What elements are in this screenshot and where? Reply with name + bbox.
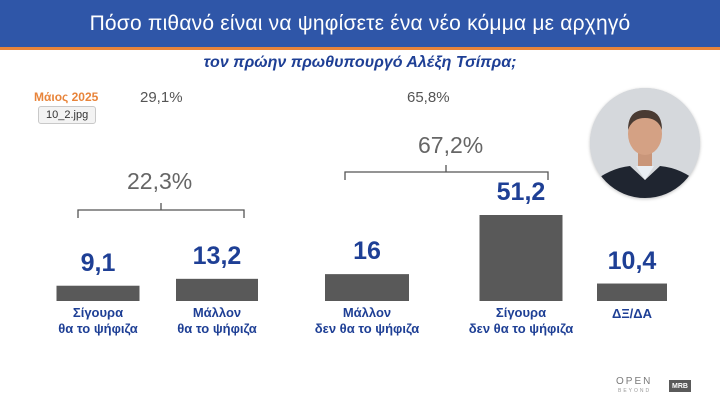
accent-line bbox=[0, 47, 720, 50]
top-percent-right: 65,8% bbox=[407, 89, 450, 106]
category-label-line: Σίγουρα bbox=[72, 305, 124, 320]
category-label-line: ΔΞ/ΔΑ bbox=[611, 306, 653, 321]
category-label-1: Σίγουρα θα το ψήφιζα bbox=[28, 305, 168, 337]
bar-4 bbox=[479, 215, 563, 301]
category-label-line: Μάλλον bbox=[192, 305, 242, 320]
bracket-left bbox=[77, 203, 245, 218]
category-label-4: Σίγουρα δεν θα το ψήφιζα bbox=[451, 305, 591, 337]
bar-5 bbox=[597, 283, 667, 301]
category-label-line: θα το ψήφιζα bbox=[58, 321, 138, 336]
bar-value-label-4: 51,2 bbox=[496, 178, 546, 206]
category-label-line: θα το ψήφιζα bbox=[177, 321, 257, 336]
title-banner: Πόσο πιθανό είναι να ψηφίσετε ένα νέο κό… bbox=[0, 0, 720, 47]
file-name-chip[interactable]: 10_2.jpg bbox=[38, 106, 97, 124]
mrb-logo: MRB bbox=[669, 380, 691, 392]
date-label: Μάιος 2025 bbox=[34, 90, 99, 104]
group-total-left: 22,3% bbox=[127, 168, 193, 194]
bar-2 bbox=[176, 278, 258, 301]
bar-value-label-3: 16 bbox=[353, 237, 381, 266]
top-percent-left: 29,1% bbox=[140, 89, 183, 106]
category-label-3: Μάλλον δεν θα το ψήφιζα bbox=[297, 305, 437, 337]
category-label-line: Σίγουρα bbox=[495, 305, 547, 320]
bar-1 bbox=[56, 285, 140, 301]
bracket-right bbox=[344, 165, 549, 180]
politician-photo bbox=[590, 88, 700, 198]
bar-value-label-5: 10,4 bbox=[607, 246, 657, 275]
chart-title: Πόσο πιθανό είναι να ψηφίσετε ένα νέο κό… bbox=[89, 11, 631, 35]
chart-subtitle: τον πρώην πρωθυπουργό Αλέξη Τσίπρα; bbox=[203, 54, 517, 71]
brand-logo-open: OPEN bbox=[616, 376, 653, 387]
group-total-right: 67,2% bbox=[418, 132, 484, 158]
brand-logo-sub: BEYOND bbox=[618, 388, 652, 394]
group-brackets bbox=[77, 165, 549, 218]
category-label-2: Μάλλον θα το ψήφιζα bbox=[147, 305, 287, 337]
category-label-line: Μάλλον bbox=[342, 305, 392, 320]
category-label-line: δεν θα το ψήφιζα bbox=[314, 321, 420, 336]
bar-value-label-1: 9,1 bbox=[80, 248, 116, 277]
category-label-5: ΔΞ/ΔΑ bbox=[562, 306, 702, 322]
bar-value-label-2: 13,2 bbox=[192, 241, 242, 270]
category-label-line: δεν θα το ψήφιζα bbox=[468, 321, 574, 336]
portrait-image bbox=[590, 88, 700, 198]
bar-3 bbox=[325, 274, 409, 301]
